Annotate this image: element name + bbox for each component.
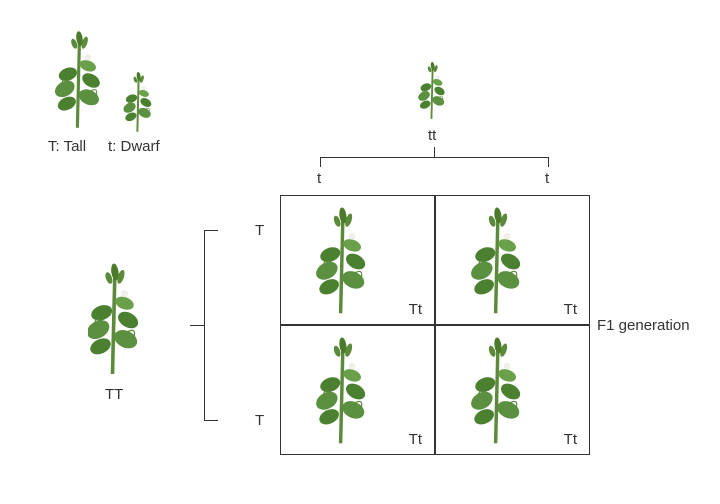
left-allele-top: T: [255, 222, 264, 239]
left-bracket-top-tick: [204, 230, 218, 231]
top-bracket-stem: [434, 147, 435, 157]
top-allele-right: t: [545, 170, 549, 187]
left-bracket-stem: [190, 325, 204, 326]
legend-tall-label: T: Tall: [48, 138, 86, 155]
cell-genotype: Tt: [409, 431, 422, 448]
cell-plant-icon: [316, 204, 371, 319]
legend-dwarf-plant: [123, 70, 155, 135]
punnett-cell-00: Tt: [280, 195, 435, 325]
parent-left-genotype: TT: [105, 386, 123, 403]
punnett-cell-01: Tt: [435, 195, 590, 325]
f1-generation-label: F1 generation: [597, 317, 690, 334]
left-bracket-bottom-tick: [204, 420, 218, 421]
left-bracket-vertical: [204, 230, 205, 420]
punnett-cell-10: Tt: [280, 325, 435, 455]
legend-tall-plant: [55, 28, 105, 133]
top-bracket-right-drop: [548, 157, 549, 167]
punnett-cell-11: Tt: [435, 325, 590, 455]
top-allele-left: t: [317, 170, 321, 187]
parent-top-genotype: tt: [428, 127, 436, 144]
top-bracket-horizontal: [320, 157, 549, 158]
left-allele-bottom: T: [255, 412, 264, 429]
cell-genotype: Tt: [564, 431, 577, 448]
parent-top-plant: [418, 60, 448, 122]
cell-plant-icon: [316, 334, 371, 449]
top-bracket-left-drop: [320, 157, 321, 167]
cell-genotype: Tt: [409, 301, 422, 318]
cell-genotype: Tt: [564, 301, 577, 318]
legend-dwarf-label: t: Dwarf: [108, 138, 160, 155]
parent-left-plant: [88, 260, 143, 380]
cell-plant-icon: [471, 204, 526, 319]
cell-plant-icon: [471, 334, 526, 449]
